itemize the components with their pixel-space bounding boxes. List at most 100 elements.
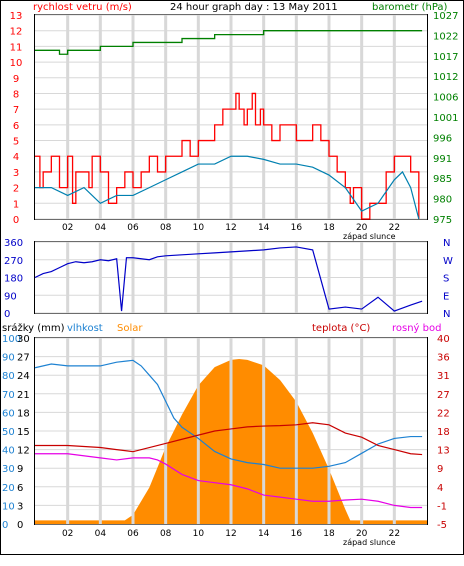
direction-y-tick-label: 270 [4,256,23,267]
wind-y-tick-label: 12 [10,27,23,38]
rain-y-tick-label: 3 [17,501,23,512]
climate-x-tick-label: 20 [356,529,368,539]
wind-y-tick-label: 3 [13,168,19,179]
pressure-axis-title: barometr (hPa) [372,2,448,13]
pressure-y-tick-label: 991 [433,154,452,165]
dewpoint-axis-title: rosný bod [392,322,441,334]
wind-x-tick-label: 16 [291,223,303,233]
pressure-y-tick-label: 996 [433,133,452,144]
pressure-y-tick-label: 1027 [433,11,458,22]
temp-y-tick-label: 22 [437,408,450,419]
humidity-y-tick-label: 0 [2,520,8,531]
rain-axis-title: srážky (mm) [2,322,65,334]
compass-label: N [443,238,450,249]
direction-y-tick-label: 360 [4,238,23,249]
humidity-y-tick-label: 90 [2,353,15,364]
wind-axis-title: rychlost vetru (m/s) [33,2,132,13]
wind-x-tick-label: 04 [95,223,107,233]
humidity-y-tick-label: 50 [2,427,15,438]
wind-y-tick-label: 8 [13,89,19,100]
wind-x-tick-label: 22 [389,223,400,233]
climate-x-tick-label: 22 [389,529,400,539]
temp-y-tick-label: -1 [437,501,447,512]
humidity-y-tick-label: 60 [2,408,15,419]
wind-y-tick-label: 4 [13,152,19,163]
compass-label: N [443,309,450,320]
temp-y-tick-label: -5 [437,520,447,531]
wind-y-tick-label: 2 [13,184,19,195]
rain-y-tick-label: 30 [17,334,30,345]
climate-x-tick-label: 02 [62,529,73,539]
climate-x-tick-label: 16 [291,529,303,539]
pressure-y-tick-label: 1006 [433,93,458,104]
wind-y-tick-label: 0 [13,215,19,226]
temp-y-tick-label: 9 [437,464,443,475]
wind-x-tick-label: 18 [323,223,335,233]
rain-y-tick-label: 15 [17,427,30,438]
wind-x-tick-label: 20 [356,223,368,233]
solar-axis-title: Solar [117,323,143,334]
rain-y-tick-label: 21 [17,390,30,401]
rain-y-tick-label: 12 [17,446,30,457]
wind-y-tick-label: 9 [13,74,19,85]
wind-gust-series [35,92,420,220]
wind-x-tick-label: 14 [258,223,270,233]
temp-y-tick-label: 13 [437,446,450,457]
climate-x-tick-label: 06 [127,529,139,539]
humidity-y-tick-label: 40 [2,446,15,457]
pressure-y-tick-label: 1022 [433,31,458,42]
pressure-series [35,30,423,55]
wind-y-tick-label: 11 [10,42,23,53]
climate-x-tick-label: 04 [95,529,107,539]
humidity-y-tick-label: 80 [2,371,15,382]
climate-x-tick-label: 18 [323,529,335,539]
direction-y-tick-label: 0 [4,309,10,320]
panel-wind-direction: 360 N 270 W 180 S 90 E 0 N [4,238,453,320]
wind-x-tick-label: 08 [160,223,172,233]
direction-y-tick-label: 180 [4,274,23,285]
temp-y-tick-label: 27 [437,390,450,401]
temp-y-tick-label: 4 [437,483,443,494]
temp-y-tick-label: 18 [437,427,450,438]
climate-x-tick-label: 14 [258,529,270,539]
wind-y-tick-label: 6 [13,121,19,132]
page-title: 24 hour graph day : 13 May 2011 [170,2,338,13]
compass-label: W [443,256,453,267]
humidity-axis-title: vlhkost [67,323,103,334]
temperature-axis-title: teplota (°C) [312,323,370,334]
rain-y-tick-label: 24 [17,371,30,382]
humidity-y-tick-label: 100 [2,334,21,345]
rain-y-tick-label: 27 [17,353,30,364]
compass-label: S [443,274,449,285]
wind-y-tick-label: 13 [10,11,23,22]
climate-x-tick-label: 10 [193,529,205,539]
humidity-y-tick-label: 10 [2,501,15,512]
wind-x-tick-label: 12 [225,223,236,233]
humidity-y-tick-label: 20 [2,483,15,494]
wind-x-tick-label: 10 [193,223,205,233]
humidity-y-tick-label: 70 [2,390,15,401]
pressure-y-tick-label: 975 [433,215,452,226]
sunset-label-bottom: západ slunce [343,538,396,547]
climate-x-tick-label: 12 [225,529,236,539]
compass-label: E [443,291,449,302]
dewpoint-series [35,453,423,509]
wind-x-tick-label: 02 [62,223,73,233]
temp-y-tick-label: 31 [437,371,450,382]
temperature-series [35,422,423,456]
pressure-y-tick-label: 985 [433,174,452,185]
rain-y-tick-label: 18 [17,408,30,419]
climate-x-tick-label: 08 [160,529,172,539]
pressure-y-tick-label: 1012 [433,72,458,83]
humidity-y-tick-label: 30 [2,464,15,475]
rain-y-tick-label: 6 [17,483,23,494]
wind-avg-series [35,155,420,220]
rain-y-tick-label: 0 [17,520,23,531]
pressure-y-tick-label: 1001 [433,113,458,124]
temp-y-tick-label: 40 [437,334,450,345]
wind-y-tick-label: 5 [13,137,19,148]
wind-y-tick-label: 7 [13,105,19,116]
wind-y-tick-label: 1 [13,199,19,210]
